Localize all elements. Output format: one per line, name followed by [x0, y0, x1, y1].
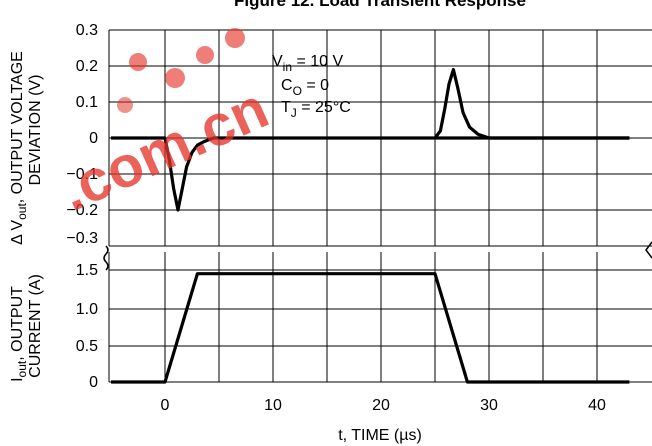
current-trace-0	[111, 272, 630, 384]
y-tick-labels: 0.3 0.2 0.1 0 −0.1 −0.2 −0.3 1.5 1.0 0.5 0	[66, 22, 98, 391]
x-tick-label: 30	[480, 397, 498, 414]
current-panel-grid	[108, 252, 652, 383]
y-tick-label: 1.5	[76, 262, 98, 279]
conditions-annotation: Vin = 10 V CO = 0 TJ = 25°C	[272, 53, 351, 120]
vin-annotation: Vin = 10 V	[272, 53, 343, 74]
tj-annotation: TJ = 25°C	[281, 99, 351, 120]
y-tick-label: 0.2	[76, 58, 98, 75]
axis-break-right	[645, 241, 652, 259]
y-tick-label: 0.1	[76, 94, 98, 111]
y-tick-label: 0.5	[76, 338, 98, 355]
co-annotation: CO = 0	[281, 77, 329, 98]
chart-title: Figure 12. Load Transient Response	[234, 0, 526, 10]
x-tick-labels: 0 10 20 30 40	[161, 397, 606, 414]
x-tick-label: 0	[161, 397, 170, 414]
x-tick-label: 10	[264, 397, 282, 414]
axis-break-left	[103, 245, 109, 271]
y-tick-label: −0.1	[66, 166, 98, 183]
y-tick-label: 0.3	[76, 22, 98, 39]
current-y-axis-label-line2: CURRENT (A)	[27, 274, 44, 378]
voltage-y-axis-label: Δ Vout, OUTPUT VOLTAGE	[9, 51, 29, 245]
current-y-axis-label: Iout, OUTPUT	[9, 286, 29, 382]
x-axis-label: t, TIME (µs)	[338, 427, 422, 444]
voltage-trace-1	[433, 68, 630, 140]
traces	[111, 68, 630, 384]
y-tick-label: −0.2	[66, 202, 98, 219]
y-tick-label: 0	[89, 130, 98, 147]
voltage-y-axis-label-line2: DEVIATION (V)	[27, 75, 44, 186]
y-tick-label: 0	[89, 374, 98, 391]
x-tick-label: 20	[372, 397, 390, 414]
watermark-seal	[117, 28, 245, 113]
x-tick-label: 40	[588, 397, 606, 414]
y-tick-label: −0.3	[66, 230, 98, 247]
y-tick-label: 1.0	[76, 301, 98, 318]
voltage-trace-0	[111, 136, 630, 212]
